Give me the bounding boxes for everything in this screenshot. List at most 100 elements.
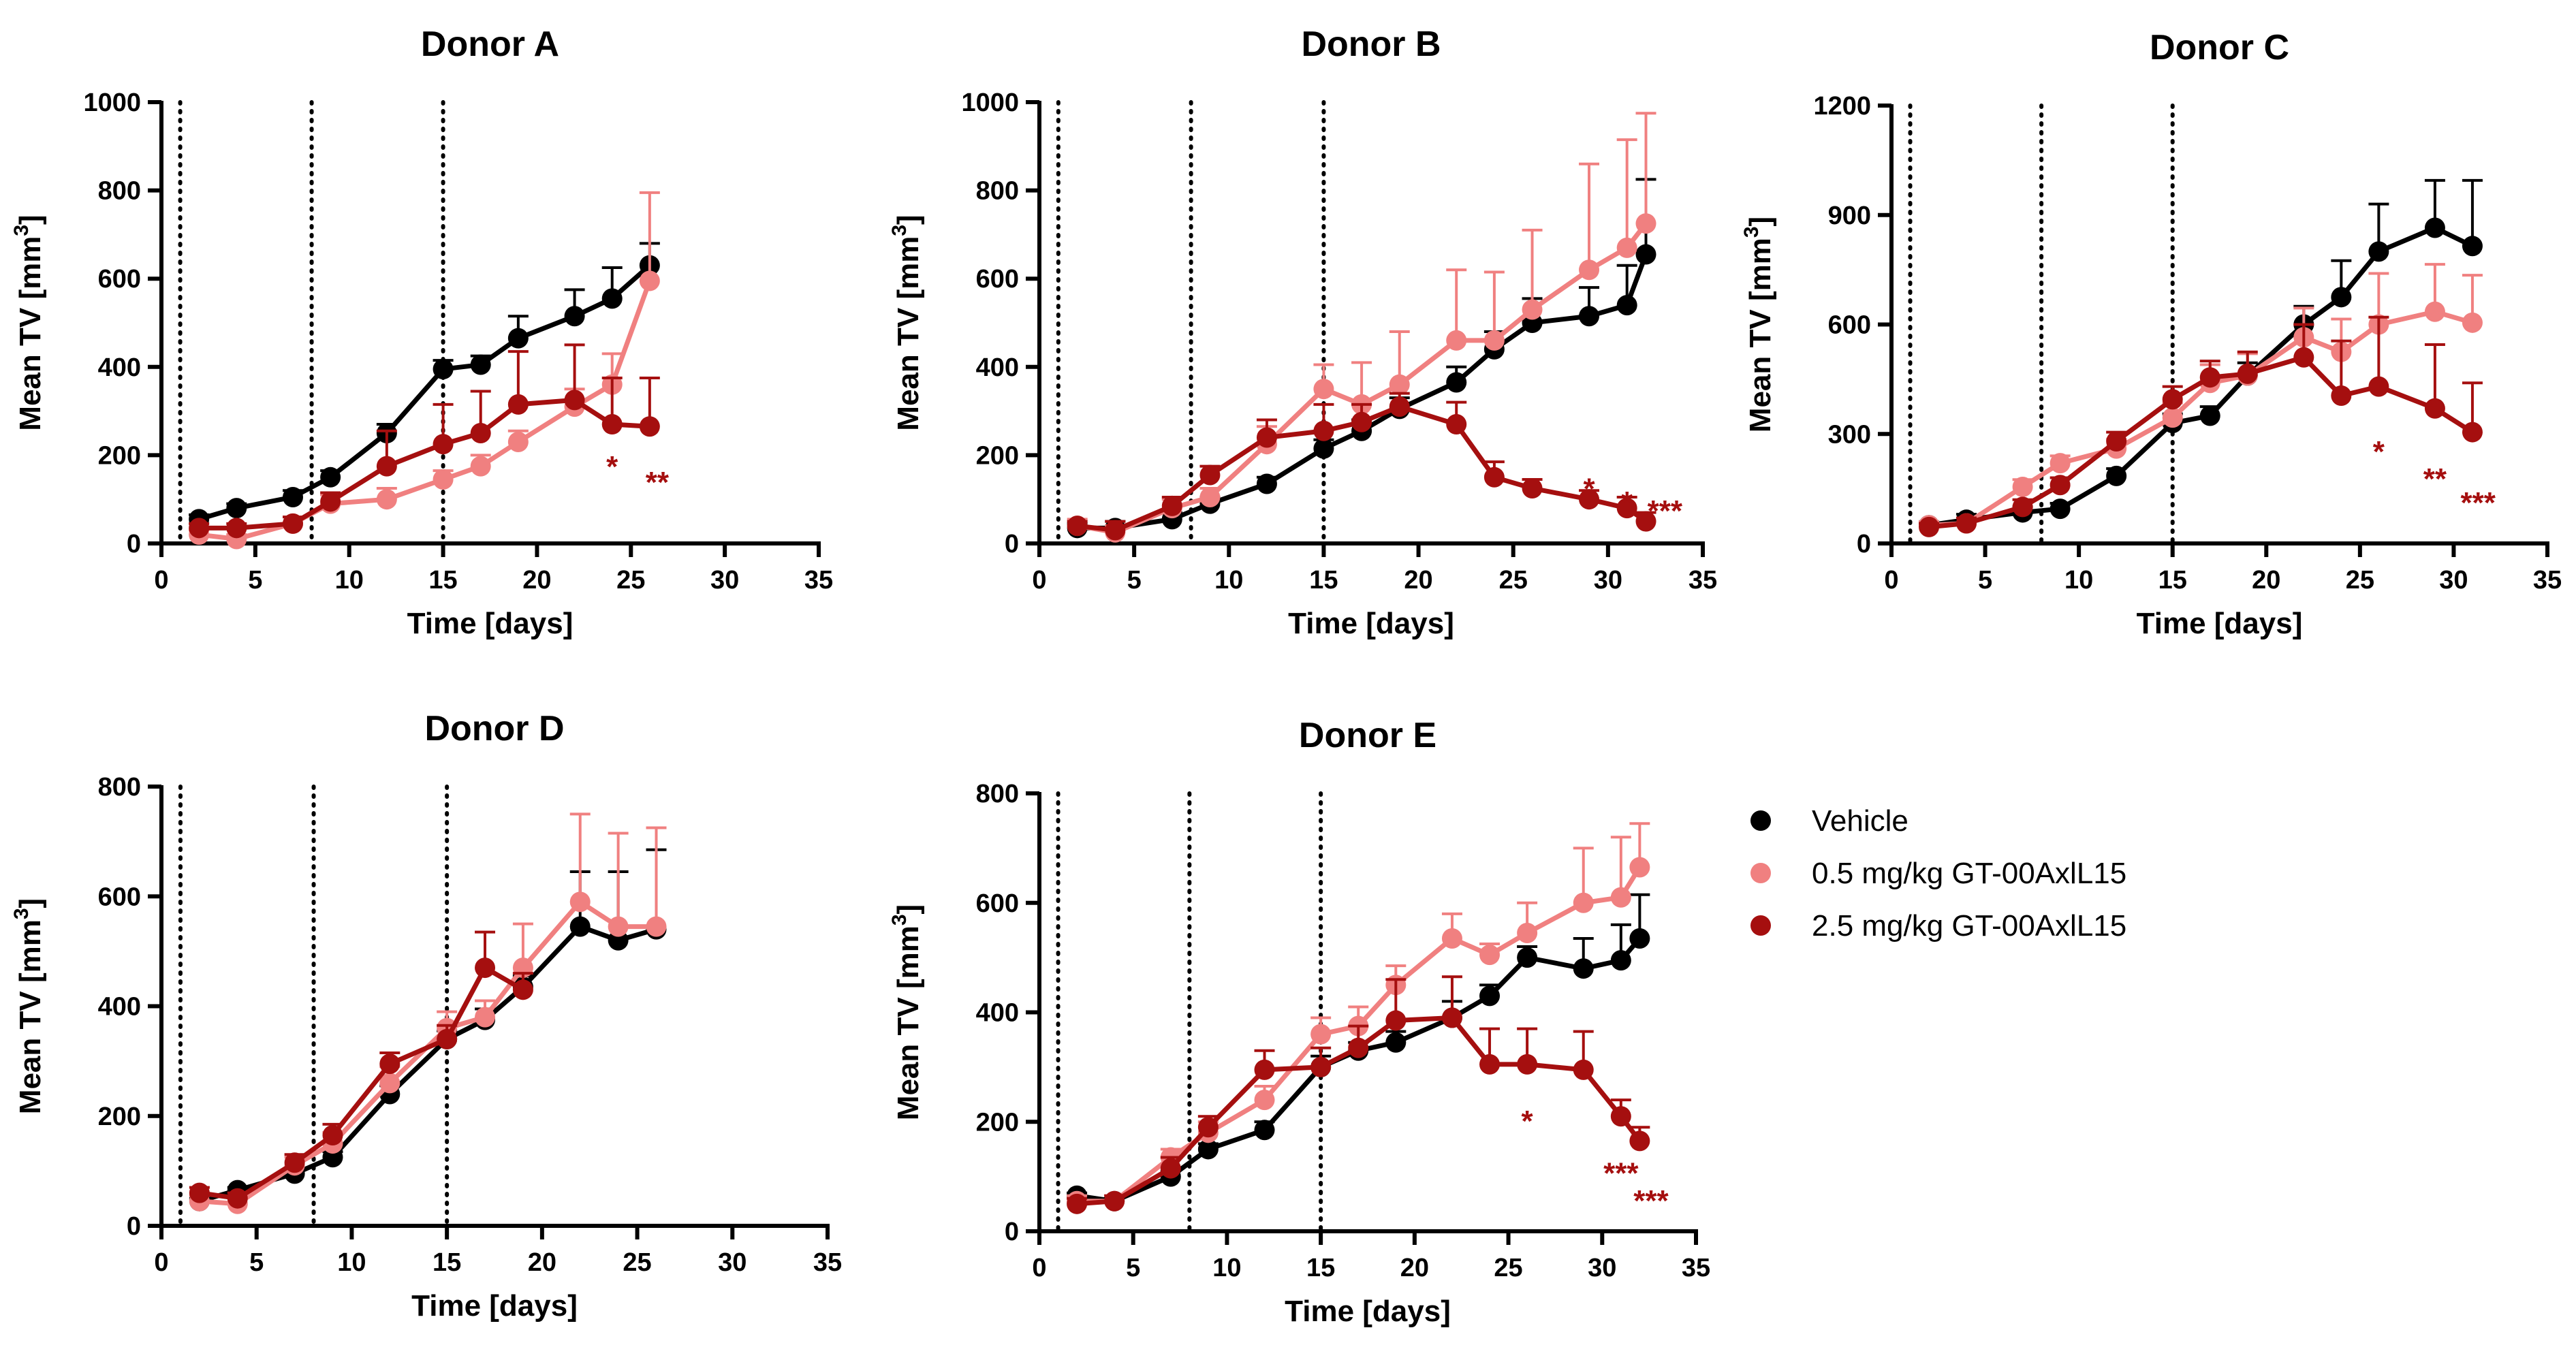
data-point: [1610, 1106, 1631, 1127]
series-low_dose: [1067, 822, 1650, 1212]
series-line-high_dose: [199, 965, 524, 1201]
series-line-vehicle: [198, 264, 652, 522]
data-point: [1635, 244, 1656, 265]
x-tick-label: 35: [1688, 566, 1717, 595]
data-point: [1610, 887, 1631, 908]
y-axis-label-superscript: 3: [888, 225, 911, 236]
data-point: [283, 486, 303, 507]
data-point: [1067, 516, 1088, 537]
data-point: [639, 416, 660, 437]
significance-marker: **: [2423, 462, 2447, 496]
series-high_dose: [1919, 315, 2483, 537]
data-point: [189, 1182, 210, 1203]
x-tick-label: 0: [1032, 566, 1046, 595]
x-tick-label: 30: [1588, 1254, 1616, 1282]
data-point: [379, 1054, 400, 1075]
x-tick-label: 25: [623, 1248, 651, 1277]
data-point: [1385, 1010, 1407, 1031]
data-point: [433, 359, 454, 380]
x-tick-label: 0: [154, 566, 168, 595]
series-line-vehicle: [198, 924, 657, 1204]
x-tick-label: 35: [804, 566, 833, 595]
data-point: [646, 916, 667, 937]
data-point: [601, 288, 623, 309]
data-point: [284, 1152, 305, 1173]
y-tick-label: 0: [1005, 530, 1019, 558]
x-tick-label: 20: [528, 1248, 556, 1277]
x-tick-label: 20: [522, 566, 551, 595]
x-tick-label: 25: [616, 566, 645, 595]
y-tick-label: 300: [1828, 420, 1871, 449]
data-point: [1517, 922, 1538, 943]
y-axis-label-bracket: ]: [892, 904, 925, 915]
data-point: [569, 916, 591, 937]
y-tick-label: 0: [1005, 1218, 1019, 1246]
x-tick-label: 10: [1214, 566, 1243, 595]
data-point: [470, 456, 491, 477]
data-point: [1522, 478, 1543, 499]
data-point: [2012, 496, 2033, 518]
data-point: [470, 423, 491, 443]
x-tick-label: 35: [1682, 1254, 1710, 1282]
series-vehicle: [189, 848, 667, 1212]
significance-marker: **: [646, 466, 670, 499]
x-tick-label: 15: [1306, 1254, 1335, 1282]
x-axis-label: Time [days]: [1285, 1295, 1451, 1328]
data-point: [2237, 363, 2258, 384]
y-tick-label: 400: [98, 993, 141, 1022]
data-point: [1197, 1117, 1219, 1138]
chart-panel: Donor B 0 200 400 600 800 1000 0 5 10 15 20 25 30 35 Ti…: [888, 25, 1717, 640]
y-tick-label: 400: [976, 353, 1019, 382]
data-point: [564, 390, 585, 411]
data-point: [1573, 1059, 1594, 1080]
x-tick-label: 30: [710, 566, 739, 595]
x-tick-label: 30: [2439, 566, 2468, 595]
data-point: [2424, 398, 2445, 419]
series-high_dose: [189, 930, 533, 1209]
legend-label-low_dose: 0.5 mg/kg GT-00AxlL15: [1812, 857, 2126, 890]
data-point: [1351, 411, 1372, 432]
data-point: [1199, 486, 1221, 507]
data-point: [1256, 427, 1277, 448]
x-axis-label: Time [days]: [411, 1289, 578, 1323]
data-point: [2462, 312, 2483, 333]
series-line-high_dose: [199, 397, 650, 531]
significance-marker: ***: [2461, 486, 2496, 520]
x-tick-label: 15: [428, 566, 457, 595]
legend-item-low_dose: 0.5 mg/kg GT-00AxlL15: [1750, 857, 2126, 890]
significance-marker: ***: [1633, 1184, 1669, 1218]
data-point: [433, 469, 454, 490]
data-point: [1389, 374, 1410, 395]
series-vehicle: [1919, 178, 2483, 536]
significance-marker: *: [1583, 473, 1595, 506]
legend-item-high_dose: 2.5 mg/kg GT-00AxlL15: [1750, 909, 2126, 943]
y-tick-label: 900: [1828, 202, 1871, 230]
data-point: [475, 958, 496, 979]
y-axis-label: Mean TV [mm3]: [888, 215, 925, 430]
data-point: [433, 434, 454, 455]
data-point: [2462, 236, 2483, 257]
x-tick-label: 20: [1400, 1254, 1429, 1282]
data-point: [2331, 287, 2352, 308]
data-point: [2424, 217, 2445, 238]
y-tick-label: 0: [1857, 530, 1871, 558]
data-point: [1067, 1193, 1088, 1214]
data-point: [2424, 301, 2445, 322]
data-point: [226, 518, 247, 539]
data-point: [512, 979, 533, 1000]
chart-title-donor-d: Donor D: [424, 709, 564, 748]
y-tick-label: 600: [1828, 311, 1871, 340]
data-point: [1483, 330, 1505, 351]
significance-marker: ***: [1648, 494, 1683, 528]
data-point: [1517, 947, 1538, 968]
data-point: [2162, 407, 2183, 428]
data-point: [1629, 857, 1650, 878]
y-axis-label-superscript: 3: [10, 908, 33, 919]
legend: Vehicle 0.5 mg/kg GT-00AxlL15 2.5 mg/kg GT…: [1750, 804, 2126, 943]
data-point: [2199, 405, 2220, 426]
data-point: [2049, 499, 2071, 520]
x-axis-label: Time [days]: [2137, 607, 2303, 640]
y-tick-label: 0: [127, 530, 141, 558]
y-axis-label-bracket: ]: [14, 898, 47, 908]
data-point: [1389, 396, 1410, 417]
